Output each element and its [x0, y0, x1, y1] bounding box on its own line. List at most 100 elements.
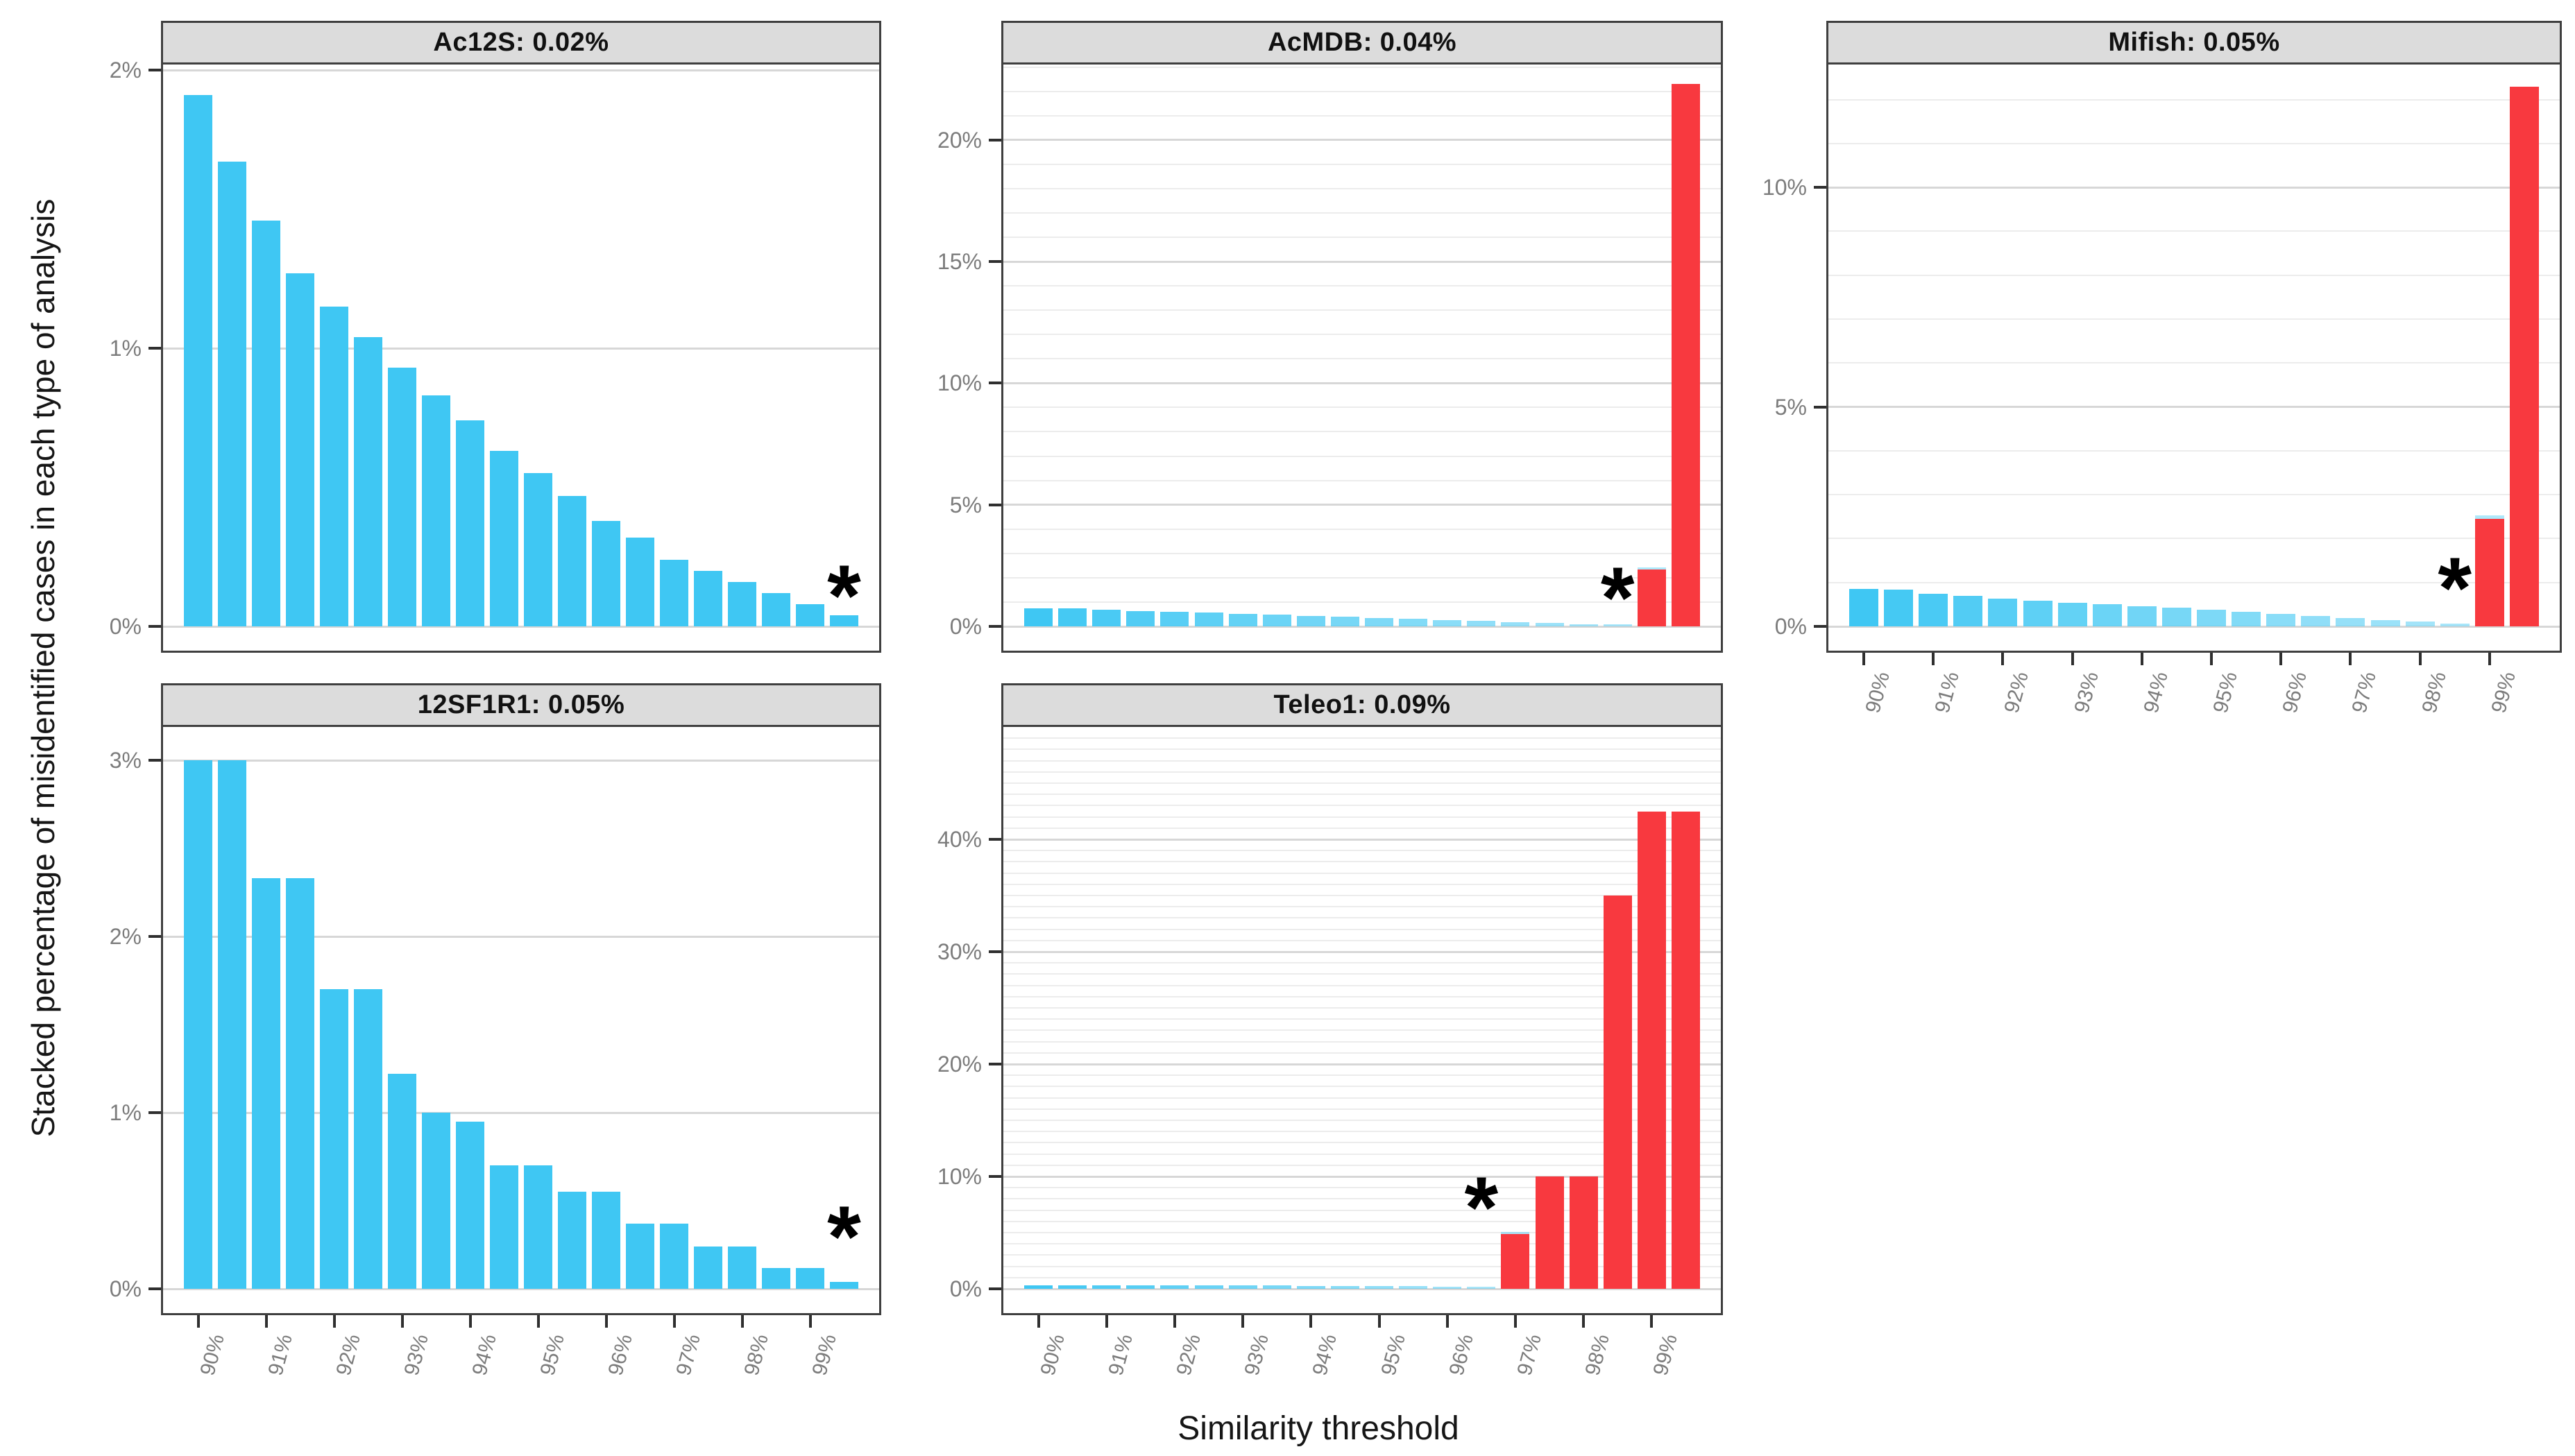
minor-gridline — [1003, 90, 1721, 92]
facet-strip-title: 12SF1R1: 0.05% — [417, 690, 625, 719]
bar-segment-blue — [1092, 1285, 1121, 1289]
minor-gridline — [1003, 1153, 1721, 1155]
major-gridline — [1828, 406, 2560, 409]
y-tick-mark — [989, 1175, 1001, 1178]
facet-strip-title: Ac12S: 0.02% — [433, 28, 609, 57]
bar-segment-blue — [728, 1247, 756, 1289]
x-tick-mark — [468, 1315, 472, 1328]
y-tick-label: 3% — [109, 748, 142, 773]
bar-segment-blue — [1467, 621, 1496, 626]
x-tick-label: 91% — [1104, 1332, 1137, 1378]
major-gridline — [1828, 186, 2560, 189]
panel-mifish: Mifish: 0.05% * — [1826, 21, 2562, 653]
minor-gridline — [1828, 449, 2560, 452]
x-tick-mark — [1241, 1315, 1245, 1328]
x-tick-label: 97% — [671, 1332, 705, 1378]
bar-segment-blue — [626, 1224, 654, 1289]
bar-segment-blue — [1399, 1286, 1428, 1289]
minor-gridline — [1003, 1265, 1721, 1267]
x-tick-mark — [536, 1315, 540, 1328]
x-tick-mark — [264, 1315, 268, 1328]
minor-gridline — [1003, 406, 1721, 409]
x-tick-mark — [1862, 653, 1866, 665]
minor-gridline — [1003, 1007, 1721, 1009]
bar-segment-red — [1637, 811, 1666, 1289]
x-tick-label: 93% — [399, 1332, 433, 1378]
minor-gridline — [1828, 274, 2560, 276]
major-gridline — [1828, 625, 2560, 628]
bar-segment-blue — [1296, 1285, 1325, 1289]
minor-gridline — [1003, 552, 1721, 554]
minor-gridline — [1828, 538, 2560, 540]
x-tick-mark — [1445, 1315, 1449, 1328]
minor-gridline — [1003, 66, 1721, 68]
y-tick-label: 20% — [937, 1052, 982, 1077]
minor-gridline — [1003, 334, 1721, 336]
bar-segment-blue — [1194, 613, 1223, 626]
minor-gridline — [1828, 362, 2560, 364]
minor-gridline — [1003, 827, 1721, 829]
minor-gridline — [1003, 285, 1721, 287]
x-tick-mark — [1932, 653, 1935, 665]
plot-area-ac12s: * — [163, 65, 879, 651]
x-tick-label: 91% — [1930, 669, 1964, 716]
minor-gridline — [1003, 1232, 1721, 1233]
bar-segment-red — [1671, 811, 1700, 1289]
minor-gridline — [1003, 805, 1721, 807]
minor-gridline — [1003, 1142, 1721, 1144]
x-tick-label: 99% — [807, 1332, 841, 1378]
bar-segment-red — [1501, 1233, 1530, 1289]
y-tick-mark — [989, 838, 1001, 841]
bar-segment-blue — [1228, 613, 1257, 626]
x-tick-label: 92% — [331, 1332, 365, 1378]
major-gridline — [163, 1111, 879, 1114]
y-tick-label: 2% — [109, 924, 142, 950]
plot-area-teleo1: * — [1003, 727, 1721, 1313]
minor-gridline — [1003, 431, 1721, 433]
major-gridline — [1003, 139, 1721, 142]
x-tick-mark — [1513, 1315, 1517, 1328]
facet-strip: Ac12S: 0.02% — [163, 23, 879, 65]
bar-segment-blue — [320, 306, 348, 626]
y-tick-label: 5% — [1774, 394, 1807, 420]
minor-gridline — [1003, 358, 1721, 360]
x-tick-label: 96% — [1445, 1332, 1478, 1378]
facet-strip: AcMDB: 0.04% — [1003, 23, 1721, 65]
minor-gridline — [1003, 601, 1721, 603]
y-tick-label: 5% — [949, 492, 982, 517]
x-tick-mark — [1309, 1315, 1313, 1328]
x-tick-mark — [2001, 653, 2005, 665]
x-tick-mark — [332, 1315, 336, 1328]
x-tick-mark — [740, 1315, 744, 1328]
bar-segment-blue — [218, 760, 246, 1289]
x-tick-mark — [1650, 1315, 1654, 1328]
bar-segment-blue — [2161, 608, 2191, 626]
facet-strip: 12SF1R1: 0.05% — [163, 685, 879, 727]
panel-ac12s: Ac12S: 0.02% * — [161, 21, 881, 653]
bar-segment-red — [2474, 518, 2504, 626]
minor-gridline — [1003, 455, 1721, 457]
y-tick-label: 0% — [1774, 614, 1807, 639]
bar-segment-blue — [2197, 609, 2227, 626]
x-tick-mark — [1105, 1315, 1108, 1328]
minor-gridline — [1003, 1029, 1721, 1031]
bar-segment-blue — [1024, 608, 1053, 626]
minor-gridline — [1828, 494, 2560, 496]
y-tick-mark — [989, 503, 1001, 506]
asterisk-annotation: * — [1600, 550, 1635, 647]
x-tick-label: 96% — [2278, 669, 2312, 716]
y-tick-mark — [989, 950, 1001, 953]
y-tick-label: 10% — [937, 1164, 982, 1189]
bar-segment-blue — [1024, 1285, 1053, 1289]
x-tick-label: 96% — [603, 1332, 637, 1378]
x-tick-mark — [196, 1315, 200, 1328]
x-tick-mark — [672, 1315, 676, 1328]
y-tick-mark — [148, 935, 161, 939]
bar-segment-blue — [354, 989, 382, 1289]
x-tick-label: 99% — [1649, 1332, 1683, 1378]
x-tick-mark — [604, 1315, 608, 1328]
bar-segment-blue — [2370, 619, 2400, 626]
y-tick-mark — [148, 347, 161, 350]
x-tick-label: 95% — [1377, 1332, 1410, 1378]
